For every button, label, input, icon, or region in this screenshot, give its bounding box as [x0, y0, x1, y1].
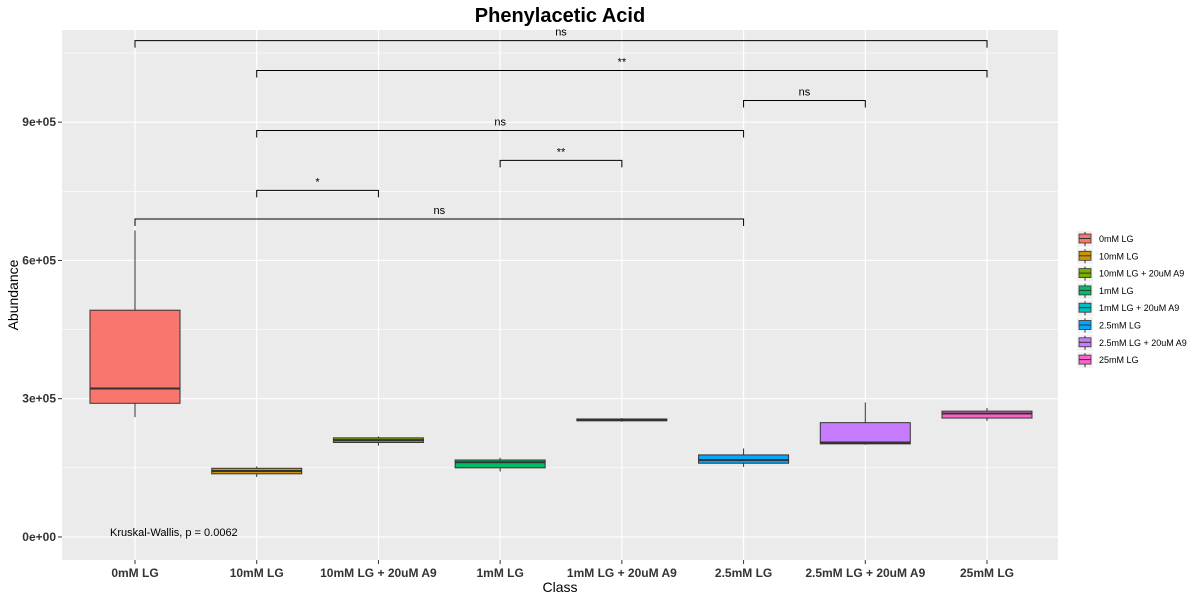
- bracket-line: [743, 100, 866, 108]
- box-1mm-lg-20um-a9: [576, 418, 668, 422]
- y-tick-label: 9e+05: [22, 115, 56, 129]
- bracket-line: [499, 159, 623, 168]
- comparison-bracket: ns: [256, 116, 745, 138]
- legend-label: 2.5mM LG: [1099, 321, 1141, 331]
- box-10mm-lg: [211, 466, 303, 478]
- y-axis: 0e+00 3e+05 6e+05 9e+05: [22, 115, 62, 544]
- y-tick-label: 3e+05: [22, 392, 56, 406]
- x-tick-label: 1mM LG: [476, 566, 523, 580]
- legend-label: 2.5mM LG + 20uM A9: [1099, 338, 1187, 348]
- comparison-bracket: **: [499, 146, 623, 168]
- legend-label: 0mM LG: [1099, 234, 1134, 244]
- legend-item: 10mM LG + 20uM A9: [1077, 265, 1184, 282]
- comparison-bracket: ns: [743, 87, 866, 108]
- y-axis-title: Abundance: [5, 259, 21, 330]
- x-tick-label: 2.5mM LG: [715, 566, 772, 580]
- bracket-line: [134, 218, 745, 226]
- x-tick-label: 25mM LG: [960, 566, 1014, 580]
- bracket-line: [256, 189, 379, 198]
- box-iqr: [941, 410, 1033, 419]
- x-tick-label: 1mM LG + 20uM A9: [567, 566, 677, 580]
- significance-label: ns: [433, 205, 445, 217]
- x-axis: 0mM LG 10mM LG 10mM LG + 20uM A9 1mM LG 1mM …: [111, 560, 1014, 580]
- bracket-line: [256, 129, 745, 138]
- legend-item: 1mM LG: [1077, 282, 1134, 299]
- legend-item: 10mM LG: [1077, 248, 1139, 265]
- legend-label: 10mM LG: [1099, 251, 1139, 261]
- comparison-bracket: ns: [134, 27, 988, 48]
- x-tick-label: 10mM LG: [230, 566, 284, 580]
- y-tick-label: 6e+05: [22, 253, 56, 267]
- y-tick-label: 0e+00: [22, 530, 56, 544]
- legend-label: 10mM LG + 20uM A9: [1099, 269, 1184, 279]
- significance-label: **: [557, 146, 566, 158]
- legend-item: 0mM LG: [1077, 231, 1134, 247]
- box-iqr: [819, 422, 911, 445]
- box-iqr: [454, 459, 546, 469]
- plot-panel: [62, 30, 1058, 560]
- significance-label: ns: [555, 27, 567, 39]
- significance-label: ns: [799, 87, 811, 99]
- comparison-bracket: **: [256, 57, 988, 78]
- x-tick-label: 10mM LG + 20uM A9: [320, 566, 437, 580]
- box-1mm-lg: [454, 457, 546, 472]
- box-2-5mm-lg-20um-a9: [819, 402, 911, 445]
- significance-label: *: [315, 176, 320, 188]
- legend-label: 1mM LG: [1099, 286, 1134, 296]
- legend-item: 1mM LG + 20uM A9: [1077, 300, 1179, 317]
- comparison-bracket: *: [256, 176, 379, 198]
- x-tick-label: 0mM LG: [111, 566, 158, 580]
- boxes: [89, 230, 1033, 478]
- box-25mm-lg: [941, 407, 1033, 421]
- bracket-line: [256, 70, 988, 78]
- legend-label: 25mM LG: [1099, 355, 1139, 365]
- legend-item: 2.5mM LG + 20uM A9: [1077, 334, 1187, 351]
- significance-label: **: [618, 57, 627, 69]
- legend-item: 25mM LG: [1077, 352, 1139, 369]
- kruskal-wallis-annotation: Kruskal-Wallis, p = 0.0062: [110, 527, 238, 539]
- significance-label: ns: [494, 116, 506, 128]
- x-axis-title: Class: [542, 579, 577, 595]
- box-10mm-lg-20um-a9: [332, 436, 424, 446]
- chart-title: Phenylacetic Acid: [475, 5, 645, 27]
- legend: 0mM LG 10mM LG 10mM LG + 20uM A9 1mM LG 1mM …: [1077, 231, 1187, 369]
- x-tick-label: 2.5mM LG + 20uM A9: [805, 566, 925, 580]
- bracket-line: [134, 40, 988, 48]
- grid-lines: [62, 30, 1058, 560]
- box-0mm-lg: [89, 230, 181, 418]
- legend-label: 1mM LG + 20uM A9: [1099, 303, 1179, 313]
- comparison-bracket: ns: [134, 205, 745, 226]
- box-2-5mm-lg: [698, 448, 790, 467]
- legend-item: 2.5mM LG: [1077, 317, 1141, 334]
